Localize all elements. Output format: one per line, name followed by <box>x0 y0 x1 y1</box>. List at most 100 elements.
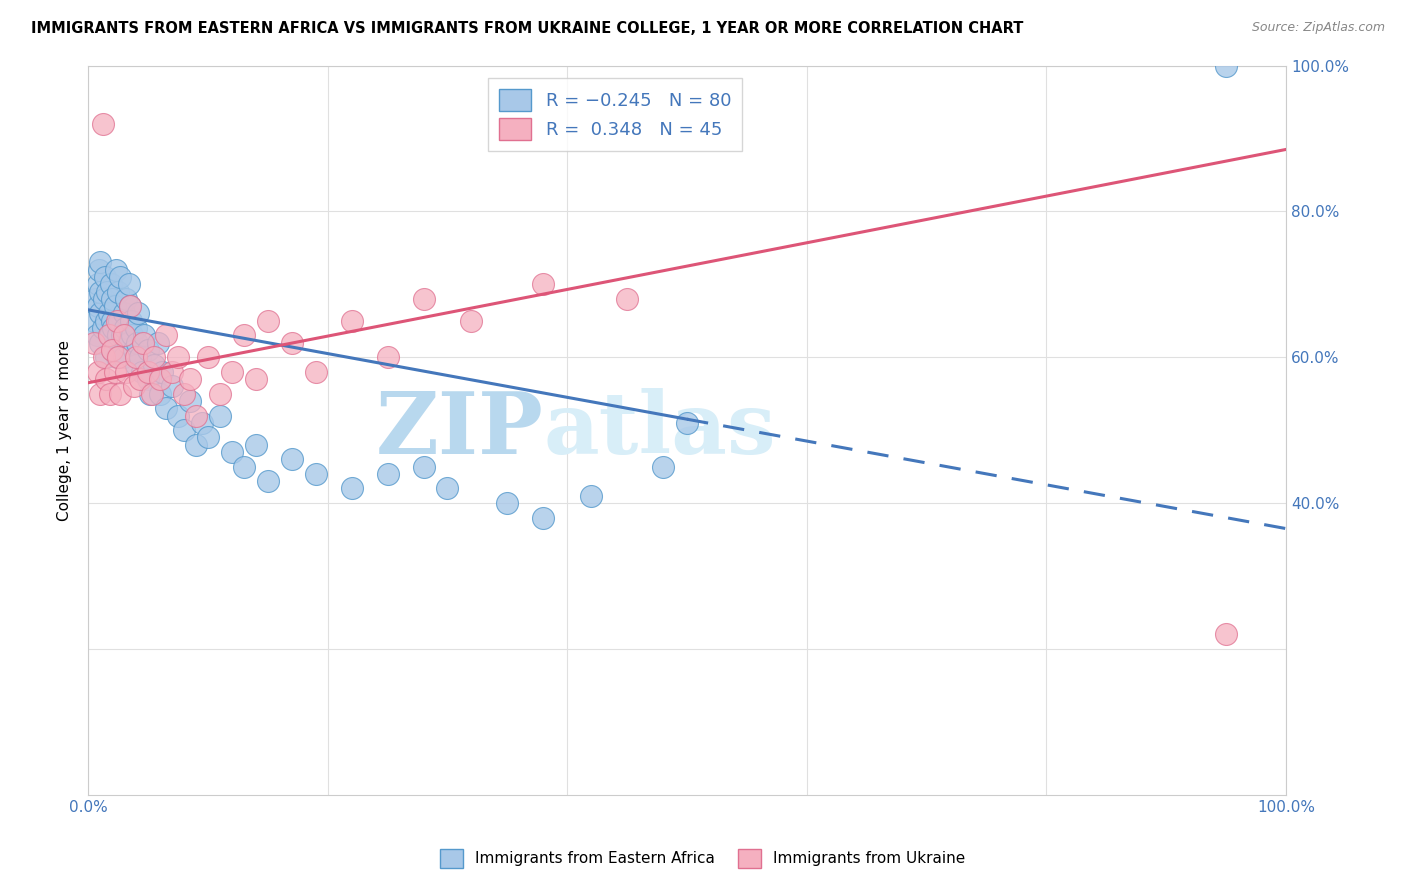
Point <box>128 372 150 386</box>
Legend: R = −0.245   N = 80, R =  0.348   N = 45: R = −0.245 N = 80, R = 0.348 N = 45 <box>488 78 742 152</box>
Point <box>676 416 699 430</box>
Point <box>110 270 132 285</box>
Point <box>496 496 519 510</box>
Point <box>149 386 172 401</box>
Point <box>143 350 166 364</box>
Point <box>96 285 118 299</box>
Point <box>97 328 120 343</box>
Legend: Immigrants from Eastern Africa, Immigrants from Ukraine: Immigrants from Eastern Africa, Immigran… <box>434 843 972 873</box>
Point <box>256 314 278 328</box>
Point <box>652 459 675 474</box>
Point <box>118 277 141 292</box>
Point <box>105 350 128 364</box>
Point <box>108 314 131 328</box>
Point <box>104 262 127 277</box>
Point <box>136 372 159 386</box>
Point <box>152 365 174 379</box>
Point <box>122 343 145 357</box>
Point <box>115 365 138 379</box>
Point <box>91 117 114 131</box>
Text: atlas: atlas <box>543 388 776 472</box>
Point <box>87 262 110 277</box>
Point <box>167 409 190 423</box>
Point <box>191 416 214 430</box>
Point <box>160 379 183 393</box>
Point <box>305 365 328 379</box>
Point <box>83 314 105 328</box>
Point <box>460 314 482 328</box>
Point <box>94 270 117 285</box>
Point <box>155 328 177 343</box>
Point <box>112 328 135 343</box>
Point <box>105 314 128 328</box>
Point <box>208 409 231 423</box>
Point <box>120 299 142 313</box>
Point <box>128 350 150 364</box>
Point <box>97 306 120 320</box>
Point <box>103 365 125 379</box>
Point <box>91 321 114 335</box>
Point <box>340 482 363 496</box>
Point <box>94 314 117 328</box>
Point <box>131 365 153 379</box>
Point <box>87 299 110 313</box>
Point <box>93 350 115 364</box>
Point <box>1215 627 1237 641</box>
Point <box>160 365 183 379</box>
Text: IMMIGRANTS FROM EASTERN AFRICA VS IMMIGRANTS FROM UKRAINE COLLEGE, 1 YEAR OR MOR: IMMIGRANTS FROM EASTERN AFRICA VS IMMIGR… <box>31 21 1024 37</box>
Point <box>93 292 115 306</box>
Point <box>173 386 195 401</box>
Point <box>101 343 124 357</box>
Text: ZIP: ZIP <box>375 388 543 472</box>
Point <box>412 459 434 474</box>
Point <box>89 255 111 269</box>
Point <box>120 314 142 328</box>
Point <box>340 314 363 328</box>
Point <box>184 438 207 452</box>
Point <box>232 328 254 343</box>
Point <box>377 467 399 481</box>
Point <box>125 350 148 364</box>
Point <box>86 328 108 343</box>
Point <box>98 328 121 343</box>
Point <box>155 401 177 416</box>
Y-axis label: College, 1 year or more: College, 1 year or more <box>58 340 72 521</box>
Point <box>581 489 603 503</box>
Point <box>305 467 328 481</box>
Point <box>101 343 124 357</box>
Point <box>89 386 111 401</box>
Point <box>94 350 117 364</box>
Point <box>120 299 142 313</box>
Point <box>197 430 219 444</box>
Point <box>208 386 231 401</box>
Point <box>149 372 172 386</box>
Point <box>83 335 105 350</box>
Point <box>107 328 129 343</box>
Point <box>112 306 135 320</box>
Point <box>117 335 139 350</box>
Point <box>125 358 148 372</box>
Point <box>179 394 201 409</box>
Point <box>127 335 149 350</box>
Point <box>103 299 125 313</box>
Point <box>146 335 169 350</box>
Point <box>122 379 145 393</box>
Point <box>179 372 201 386</box>
Point <box>107 350 129 364</box>
Point <box>139 386 162 401</box>
Point <box>114 321 136 335</box>
Point <box>412 292 434 306</box>
Point <box>436 482 458 496</box>
Point <box>136 343 159 357</box>
Point <box>245 372 267 386</box>
Point <box>221 445 243 459</box>
Point <box>94 372 117 386</box>
Point <box>221 365 243 379</box>
Point <box>87 365 110 379</box>
Point <box>232 459 254 474</box>
Point <box>1215 59 1237 73</box>
Point <box>125 321 148 335</box>
Point <box>245 438 267 452</box>
Point <box>84 292 107 306</box>
Point <box>115 292 138 306</box>
